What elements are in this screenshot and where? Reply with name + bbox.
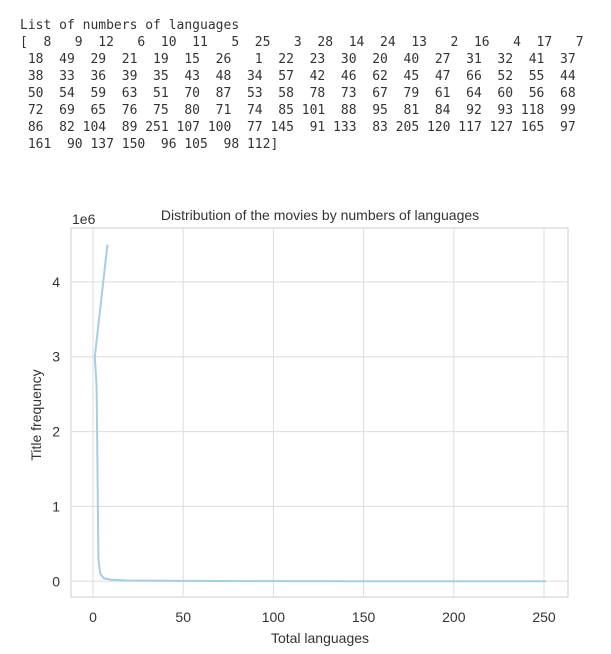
y-tick-label: 0 [52, 573, 60, 589]
data-line [93, 244, 546, 583]
x-tick-label: 250 [532, 609, 556, 625]
y-axis-label: Title frequency [28, 369, 44, 460]
chart: 0 50 100 150 200 250 0 1 2 3 4 [52, 228, 568, 625]
y-tick-label: 1 [52, 498, 60, 514]
x-tick-label: 50 [175, 609, 191, 625]
y-offset-text: 1e6 [72, 211, 96, 227]
chart-title: Distribution of the movies by numbers of… [161, 207, 479, 223]
array-line: 72 69 65 76 75 80 71 74 85 101 88 95 81 … [20, 103, 576, 118]
array-line: 86 82 104 89 251 107 100 77 145 91 133 8… [20, 120, 576, 135]
array-line: 50 54 59 63 51 70 87 53 58 78 73 67 79 6… [20, 86, 576, 101]
output-heading: List of numbers of languages [20, 18, 239, 33]
array-line: 18 49 29 21 19 15 26 1 22 23 30 20 40 27… [20, 52, 576, 67]
array-line: 38 33 36 39 35 43 48 34 57 42 46 62 45 4… [20, 69, 576, 84]
x-tick-label: 150 [352, 609, 376, 625]
array-line: 161 90 137 150 96 105 98 112] [20, 137, 278, 152]
plot-area [70, 227, 569, 598]
y-tick-label: 3 [52, 349, 60, 365]
array-line: [ 8 9 12 6 10 11 5 25 3 28 14 24 13 2 16… [20, 35, 584, 50]
x-tick-label: 200 [442, 609, 466, 625]
array-output: [ 8 9 12 6 10 11 5 25 3 28 14 24 13 2 16… [20, 35, 584, 152]
y-tick-label: 4 [52, 274, 60, 290]
y-tick-label: 2 [52, 424, 60, 440]
x-tick-label: 100 [262, 609, 286, 625]
x-axis-label: Total languages [271, 630, 369, 646]
x-tick-label: 0 [89, 609, 97, 625]
